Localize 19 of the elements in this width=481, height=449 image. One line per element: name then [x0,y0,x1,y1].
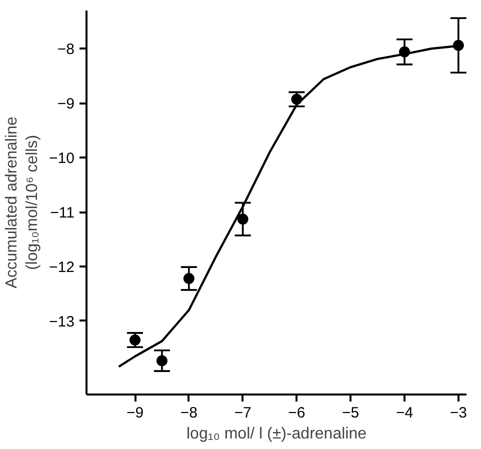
point [237,214,248,225]
x-tick-label: −8 [180,404,198,422]
y-tick-label: −10 [49,150,75,168]
y-tick-label: −11 [50,204,75,222]
y-tick-label: −8 [57,41,75,58]
point [130,334,141,346]
y-tick-label: −12 [49,259,75,276]
y-tick-label: −13 [49,313,75,330]
x-axis-title: log₁₀ mol/ l (±)-adrenaline [186,426,367,442]
x-tick-label: −4 [396,404,414,422]
x-tick-label: −3 [450,404,467,422]
x-tick-label: −5 [342,404,360,422]
point [156,355,168,366]
x-tick-label: −7 [234,404,252,422]
y-axis-title: Accumulated adrenaline (log₁₀mol/10⁶ cells) [4,116,42,288]
point [183,272,194,284]
y-tick-label: −9 [57,96,75,113]
x-tick-label: −9 [126,404,144,422]
x-tick-label: −6 [288,404,306,422]
